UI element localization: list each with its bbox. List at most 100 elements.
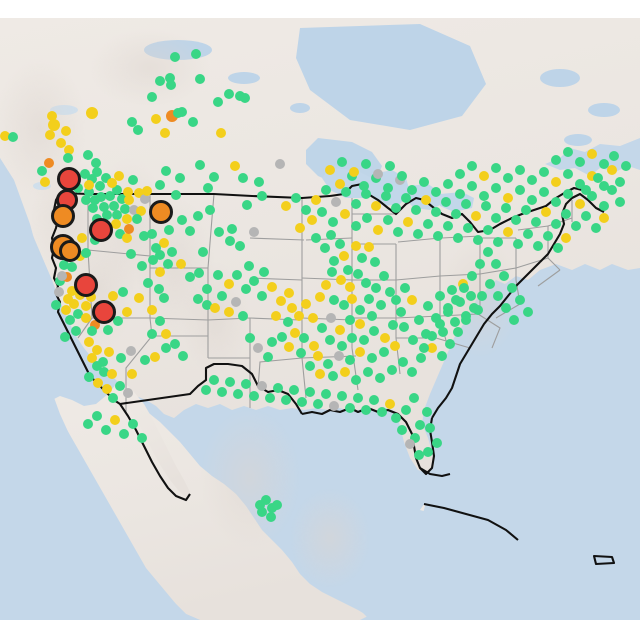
station-marker[interactable] (380, 333, 390, 343)
station-marker[interactable] (355, 305, 365, 315)
station-marker[interactable] (88, 203, 98, 213)
station-marker[interactable] (87, 353, 97, 363)
station-marker[interactable] (398, 357, 408, 367)
station-marker[interactable] (92, 361, 102, 371)
station-marker[interactable] (90, 195, 100, 205)
station-marker[interactable] (376, 300, 386, 310)
station-marker[interactable] (387, 365, 397, 375)
station-marker[interactable] (136, 206, 146, 216)
station-marker[interactable] (159, 293, 169, 303)
station-marker[interactable] (276, 296, 286, 306)
station-marker[interactable] (435, 319, 445, 329)
station-marker[interactable] (224, 89, 234, 99)
station-marker[interactable] (345, 403, 355, 413)
station-marker[interactable] (127, 117, 137, 127)
station-marker[interactable] (414, 315, 424, 325)
station-marker[interactable] (137, 433, 147, 443)
station-marker[interactable] (575, 199, 585, 209)
station-marker[interactable] (407, 185, 417, 195)
station-marker[interactable] (587, 171, 597, 181)
station-marker[interactable] (249, 391, 259, 401)
station-marker[interactable] (273, 383, 283, 393)
station-marker[interactable] (334, 351, 344, 361)
station-marker[interactable] (335, 239, 345, 249)
station-marker[interactable] (193, 211, 203, 221)
station-marker[interactable] (479, 191, 489, 201)
station-marker[interactable] (321, 185, 331, 195)
station-marker[interactable] (59, 260, 69, 270)
station-marker[interactable] (86, 107, 98, 119)
station-marker[interactable] (86, 292, 96, 302)
station-marker[interactable] (507, 283, 517, 293)
station-marker[interactable] (84, 372, 94, 382)
station-marker[interactable] (159, 238, 169, 248)
station-marker[interactable] (551, 177, 561, 187)
station-marker[interactable] (84, 187, 94, 197)
station-marker[interactable] (431, 207, 441, 217)
station-marker[interactable] (233, 389, 243, 399)
station-marker[interactable] (266, 512, 276, 522)
station-marker[interactable] (240, 93, 250, 103)
station-marker[interactable] (491, 183, 501, 193)
station-marker[interactable] (551, 155, 561, 165)
station-marker[interactable] (90, 320, 100, 330)
station-marker[interactable] (259, 267, 269, 277)
station-marker[interactable] (143, 278, 153, 288)
station-marker[interactable] (377, 407, 387, 417)
station-marker[interactable] (309, 341, 319, 351)
station-marker[interactable] (414, 450, 424, 460)
station-marker[interactable] (615, 177, 625, 187)
station-marker[interactable] (411, 205, 421, 215)
station-marker[interactable] (40, 177, 50, 187)
station-marker[interactable] (107, 178, 117, 188)
station-marker[interactable] (110, 415, 120, 425)
station-marker[interactable] (205, 205, 215, 215)
station-marker[interactable] (84, 180, 94, 190)
station-marker[interactable] (311, 195, 321, 205)
station-marker[interactable] (77, 233, 87, 243)
station-marker[interactable] (370, 257, 380, 267)
station-marker[interactable] (551, 219, 561, 229)
station-marker[interactable] (73, 309, 83, 319)
station-marker[interactable] (117, 194, 127, 204)
station-marker[interactable] (83, 419, 93, 429)
station-marker[interactable] (129, 205, 139, 215)
station-marker[interactable] (353, 269, 363, 279)
station-marker[interactable] (563, 189, 573, 199)
station-marker[interactable] (443, 307, 453, 317)
station-marker[interactable] (367, 353, 377, 363)
station-marker[interactable] (307, 215, 317, 225)
station-marker[interactable] (299, 333, 309, 343)
station-marker[interactable] (371, 283, 381, 293)
station-marker[interactable] (393, 227, 403, 237)
station-marker[interactable] (241, 284, 251, 294)
station-marker[interactable] (257, 381, 267, 391)
station-marker[interactable] (139, 231, 149, 241)
station-marker[interactable] (383, 183, 393, 193)
station-marker[interactable] (509, 315, 519, 325)
station-marker[interactable] (257, 507, 267, 517)
station-marker[interactable] (0, 131, 10, 141)
station-marker[interactable] (347, 294, 357, 304)
station-marker[interactable] (467, 181, 477, 191)
station-marker[interactable] (391, 413, 401, 423)
station-marker[interactable] (91, 158, 101, 168)
station-marker[interactable] (607, 165, 617, 175)
station-marker[interactable] (355, 347, 365, 357)
station-marker[interactable] (491, 163, 501, 173)
station-marker[interactable] (325, 165, 335, 175)
station-marker[interactable] (301, 299, 311, 309)
station-marker[interactable] (271, 311, 281, 321)
station-marker[interactable] (527, 195, 537, 205)
station-marker[interactable] (351, 241, 361, 251)
station-marker[interactable] (217, 291, 227, 301)
station-marker[interactable] (407, 295, 417, 305)
station-marker[interactable] (147, 92, 157, 102)
station-marker[interactable] (341, 187, 351, 197)
station-marker[interactable] (61, 126, 71, 136)
station-marker[interactable] (401, 405, 411, 415)
station-marker[interactable] (45, 130, 55, 140)
station-marker[interactable] (96, 192, 106, 202)
station-marker[interactable] (128, 419, 138, 429)
station-marker[interactable] (249, 227, 259, 237)
